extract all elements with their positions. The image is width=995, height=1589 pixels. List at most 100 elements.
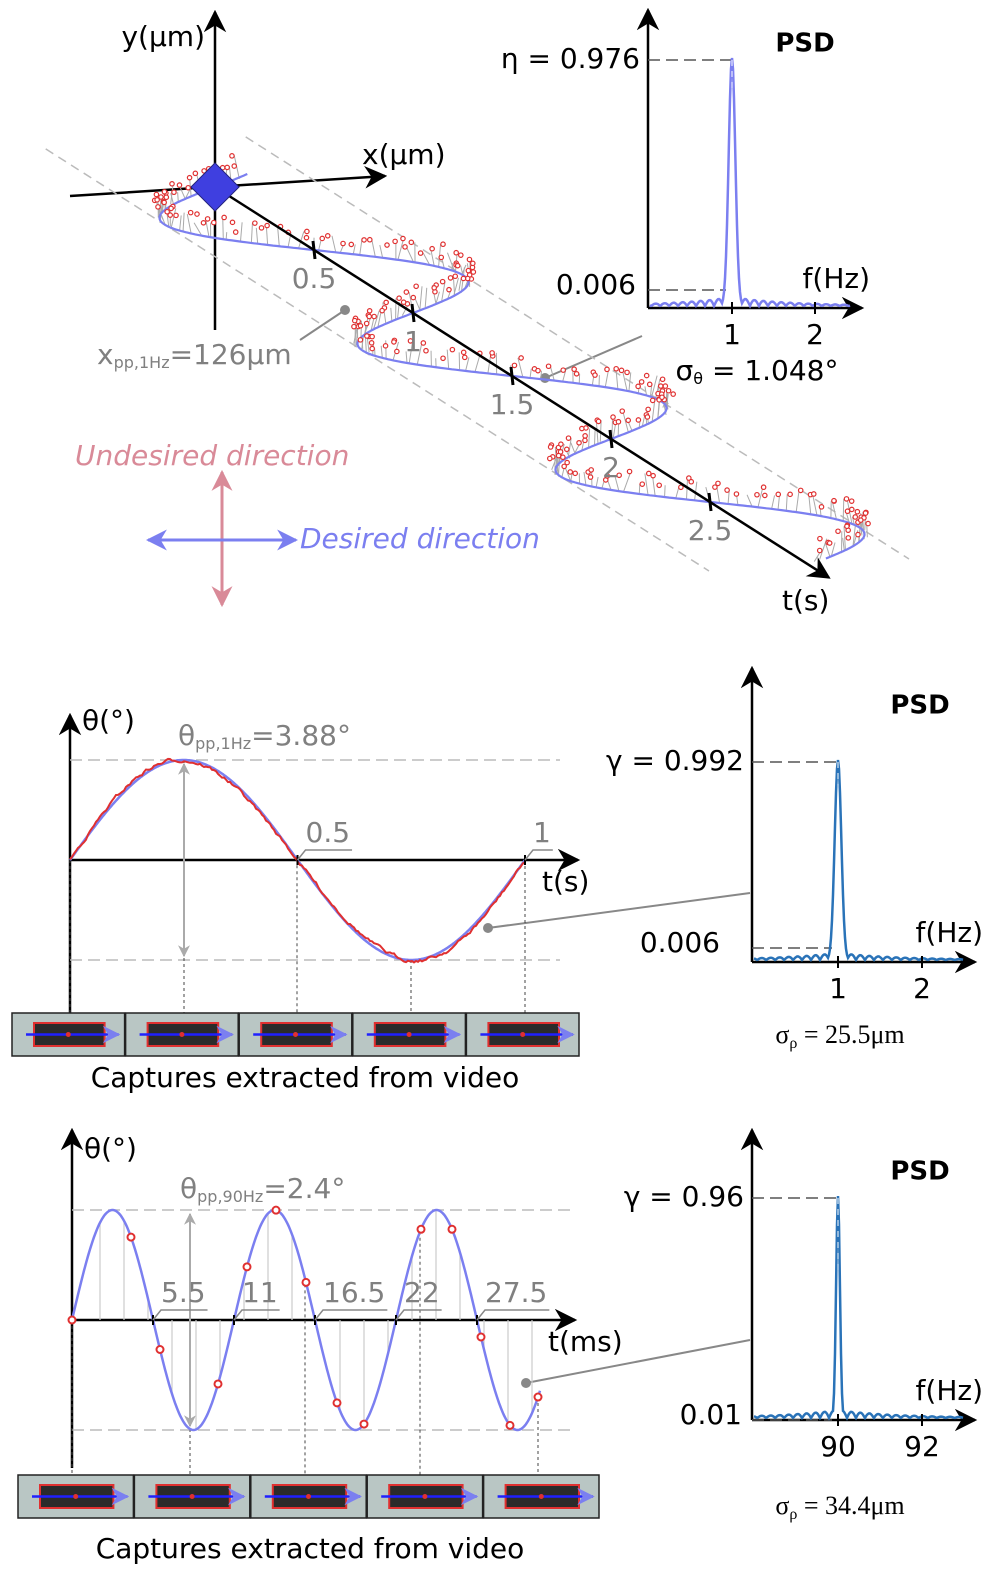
sample-dot (716, 481, 720, 485)
sample-dot (225, 165, 229, 169)
t-tick-label: 0.5 (306, 816, 351, 849)
sample-dot (636, 418, 640, 422)
sample-dot (450, 347, 454, 351)
sample-dot (577, 441, 581, 445)
sample-dot (69, 1317, 76, 1324)
sample-dot (441, 242, 445, 246)
sample-stem (758, 487, 763, 507)
sample-dot (574, 372, 578, 376)
sample-dot (620, 409, 624, 413)
amp-symbol: θ (178, 719, 195, 752)
sample-stem (616, 369, 618, 389)
sample-dot (362, 238, 366, 242)
sample-dot (471, 270, 475, 274)
sample-stem (843, 499, 844, 521)
sample-dot (440, 279, 444, 283)
sample-stem (459, 278, 461, 290)
sample-stem (251, 223, 252, 242)
sample-dot (836, 529, 840, 533)
x-axis-label: x(μm) (362, 138, 446, 171)
sample-dot (449, 1226, 456, 1233)
sample-dot (170, 182, 174, 186)
sample-dot (326, 234, 330, 238)
sample-stem (584, 472, 586, 484)
sample-stem (596, 477, 598, 487)
sample-dot (212, 220, 216, 224)
sample-dot (663, 384, 667, 388)
annotation-dot (340, 305, 350, 315)
sample-stem (809, 495, 811, 514)
sample-stem (178, 192, 179, 202)
tick-bracket (298, 850, 353, 860)
psd-x-tick-label: 1 (829, 972, 847, 1005)
sample-stem (381, 346, 382, 358)
t-axis-label: t(s) (782, 584, 829, 617)
sample-dot (647, 471, 651, 475)
sigma-value: = 34.4μm (797, 1491, 904, 1520)
sample-stem (813, 494, 817, 515)
sample-dot (448, 276, 452, 280)
sample-dot (659, 384, 663, 388)
sample-dot (463, 355, 467, 359)
sigma-symbol: σ (775, 1491, 789, 1520)
capture-center (73, 1494, 78, 1499)
sample-dot (461, 350, 465, 354)
sample-dot (853, 515, 857, 519)
t-axis-label: t(ms) (548, 1325, 623, 1358)
capture-center (179, 1032, 184, 1037)
sample-dot (566, 436, 570, 440)
sample-stem (594, 428, 595, 446)
sample-dot (644, 373, 648, 377)
sample-dot (418, 251, 422, 255)
sample-dot (230, 154, 234, 158)
sample-dot (454, 251, 458, 255)
sample-dot (850, 507, 854, 511)
tick-bracket (477, 1310, 549, 1320)
t-tick-label: 2 (602, 451, 620, 484)
y-axis-label: θ(°) (82, 704, 135, 737)
sample-dot (636, 384, 640, 388)
sample-dot (639, 380, 643, 384)
sample-dot (788, 492, 792, 496)
sample-dot (671, 392, 675, 396)
sample-dot (611, 415, 615, 419)
t-axis-label: t(s) (542, 865, 589, 898)
sample-dot (365, 334, 369, 338)
sample-dot (657, 483, 661, 487)
tick-bracket (396, 1310, 442, 1320)
sample-stem (256, 228, 257, 244)
t-tick (610, 430, 612, 448)
sample-dot (589, 468, 593, 472)
sample-dot (536, 368, 540, 372)
sample-stem (372, 240, 375, 257)
t-tick (709, 493, 711, 511)
sample-dot (625, 370, 629, 374)
sample-stem (380, 245, 383, 258)
sample-dot (689, 480, 693, 484)
sample-dot (230, 220, 234, 224)
sample-stem (266, 226, 267, 245)
sample-dot (154, 192, 158, 196)
psd-title: PSD (890, 1157, 949, 1187)
caption: Captures extracted from video (91, 1061, 520, 1094)
sample-dot (397, 296, 401, 300)
sample-dot (401, 300, 405, 304)
sample-dot (755, 493, 759, 497)
sample-dot (383, 344, 387, 348)
sample-dot (205, 217, 209, 221)
sample-dot (572, 367, 576, 371)
capture-center (520, 1032, 525, 1037)
sample-dot (866, 521, 870, 525)
capture-center (190, 1494, 195, 1499)
sample-dot (401, 236, 405, 240)
sigma-label: σρ = 25.5μm (775, 1020, 904, 1052)
sample-dot (467, 257, 471, 261)
peak-label: γ = 0.992 (606, 744, 744, 777)
sample-dot (304, 235, 308, 239)
sample-dot (734, 492, 738, 496)
sample-stem (423, 253, 429, 264)
sample-dot (519, 356, 523, 360)
sample-stem (786, 494, 787, 511)
